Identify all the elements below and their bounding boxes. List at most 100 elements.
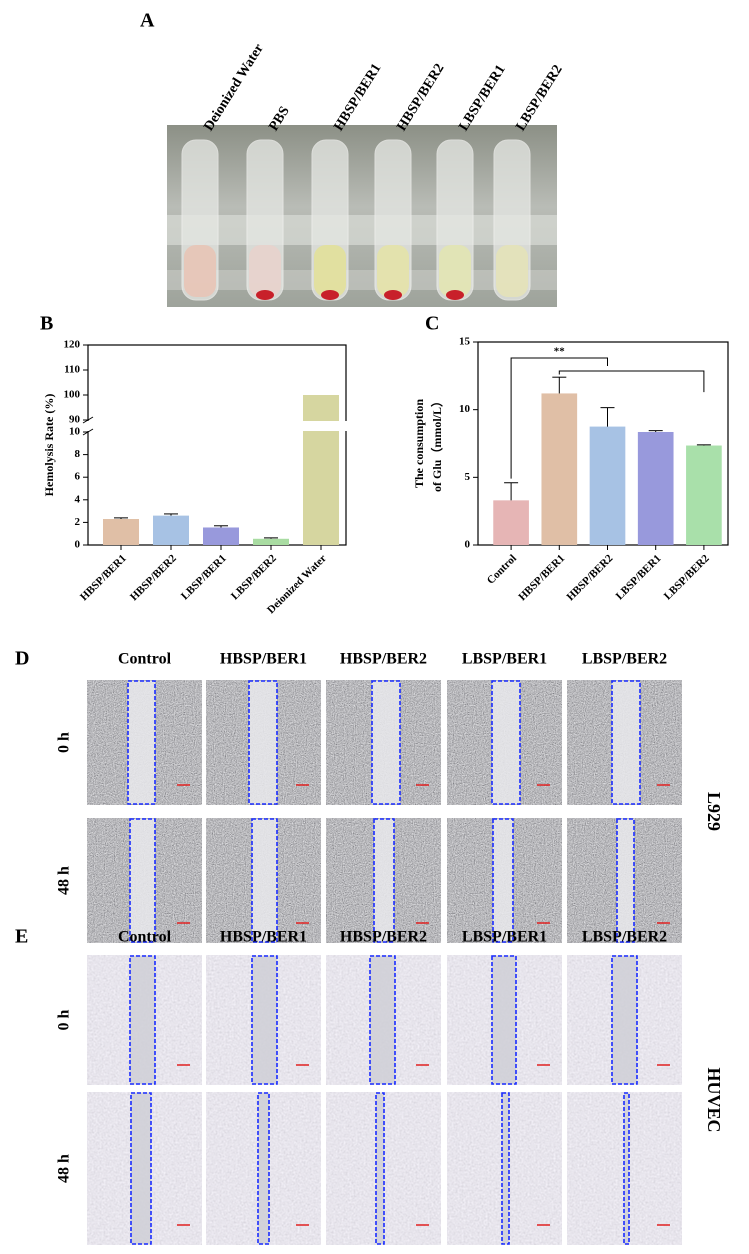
y-axis-label: Hemolysis Rate (%)	[42, 394, 56, 497]
wound-outline	[130, 1092, 152, 1245]
tube-liquid	[184, 245, 216, 297]
y-tick-label: 0	[465, 539, 471, 551]
wound-gap	[502, 1093, 509, 1244]
y-tick-label: 120	[64, 339, 81, 351]
row-label: 0 h	[56, 1009, 73, 1030]
panel-label: A	[140, 10, 155, 32]
wound-gap	[376, 1093, 384, 1244]
wound-gap	[492, 956, 516, 1084]
tube-liquid	[496, 245, 528, 297]
pellet	[384, 290, 402, 300]
x-tick-label: HBSP/BER1	[78, 552, 129, 603]
row-label: 48 h	[56, 1154, 73, 1183]
column-header: HBSP/BER1	[220, 651, 307, 668]
column-header: LBSP/BER1	[462, 651, 547, 668]
break-mark	[82, 428, 94, 436]
column-header: Control	[118, 651, 172, 668]
bar	[153, 515, 189, 545]
bar	[637, 431, 674, 545]
tube-liquid	[314, 245, 346, 297]
y-tick-label: 5	[465, 471, 471, 483]
x-tick-label: HBSP/BER1	[516, 552, 567, 603]
tube-label: LBSP/BER1	[456, 63, 508, 134]
wound-gap	[612, 681, 640, 804]
wound-gap	[249, 681, 277, 804]
wound-gap	[493, 819, 513, 942]
pellet	[446, 290, 464, 300]
y-tick-label: 15	[459, 336, 471, 348]
bar	[493, 500, 529, 545]
y-tick-label: 100	[64, 389, 81, 401]
wound-outline	[491, 955, 517, 1085]
significance-bracket	[510, 357, 608, 479]
wound-outline	[129, 955, 156, 1085]
pellet	[321, 290, 339, 300]
x-tick-label: HBSP/BER2	[128, 552, 179, 603]
y-tick-label: 2	[75, 516, 81, 528]
wound-gap	[252, 956, 277, 1084]
significance-bracket	[558, 370, 705, 393]
y-tick-label: 10	[69, 426, 81, 438]
y-axis-label: of Glu（mmol/L）	[429, 395, 444, 492]
wound-outline	[371, 680, 401, 805]
x-tick-label: LBSP/BER1	[179, 552, 229, 602]
wound-gap	[624, 1093, 629, 1244]
x-tick-label: Control	[485, 552, 519, 586]
wound-outline	[616, 818, 635, 943]
wound-gap	[374, 819, 394, 942]
x-tick-label: LBSP/BER1	[614, 552, 664, 602]
wound-outline	[492, 818, 514, 943]
x-tick-label: LBSP/BER2	[662, 552, 712, 602]
column-header: LBSP/BER1	[462, 929, 547, 946]
column-header: Control	[118, 929, 172, 946]
y-tick-label: 8	[75, 448, 81, 460]
bar	[589, 426, 626, 545]
break-mark	[82, 416, 94, 424]
tube-liquid	[439, 245, 471, 297]
y-axis-label: The consumption	[412, 399, 426, 488]
wound-gap	[612, 956, 637, 1084]
tube-label: LBSP/BER2	[513, 63, 565, 134]
y-tick-label: 6	[75, 471, 81, 483]
wound-outline	[251, 818, 278, 943]
significance-label: **	[554, 346, 566, 358]
x-tick-label: HBSP/BER2	[565, 552, 616, 603]
tube-label: Deionized Water	[201, 41, 267, 133]
y-tick-label: 110	[64, 364, 80, 376]
cell-line-label: HUVEC	[704, 1067, 724, 1132]
wound-outline	[251, 955, 278, 1085]
wound-gap	[492, 681, 520, 804]
wound-gap	[130, 956, 155, 1084]
wound-gap	[617, 819, 634, 942]
bar	[541, 393, 578, 545]
row-label: 0 h	[56, 732, 73, 753]
y-tick-label: 90	[69, 414, 81, 426]
wound-outline	[373, 818, 395, 943]
row-label: 48 h	[56, 866, 73, 895]
bar	[203, 527, 239, 545]
wound-outline	[501, 1092, 510, 1245]
wound-outline	[611, 955, 638, 1085]
wound-outline	[375, 1092, 385, 1245]
wound-outline	[248, 680, 278, 805]
wound-outline	[257, 1092, 270, 1245]
wound-gap	[128, 681, 155, 804]
pellet	[256, 290, 274, 300]
bar	[253, 538, 289, 545]
cell-line-label: L929	[704, 792, 724, 831]
tube-label: HBSP/BER1	[331, 61, 384, 134]
wound-outline	[611, 680, 641, 805]
wound-gap	[252, 819, 277, 942]
wound-gap	[130, 819, 155, 942]
tube-liquid	[249, 245, 281, 297]
wound-outline	[491, 680, 521, 805]
column-header: LBSP/BER2	[582, 929, 667, 946]
x-tick-label: LBSP/BER2	[229, 552, 279, 602]
panel-label: E	[15, 926, 28, 948]
wound-gap	[258, 1093, 269, 1244]
y-tick-label: 4	[75, 493, 81, 505]
panel-label: D	[15, 648, 29, 670]
column-header: LBSP/BER2	[582, 651, 667, 668]
wound-outline	[127, 680, 156, 805]
